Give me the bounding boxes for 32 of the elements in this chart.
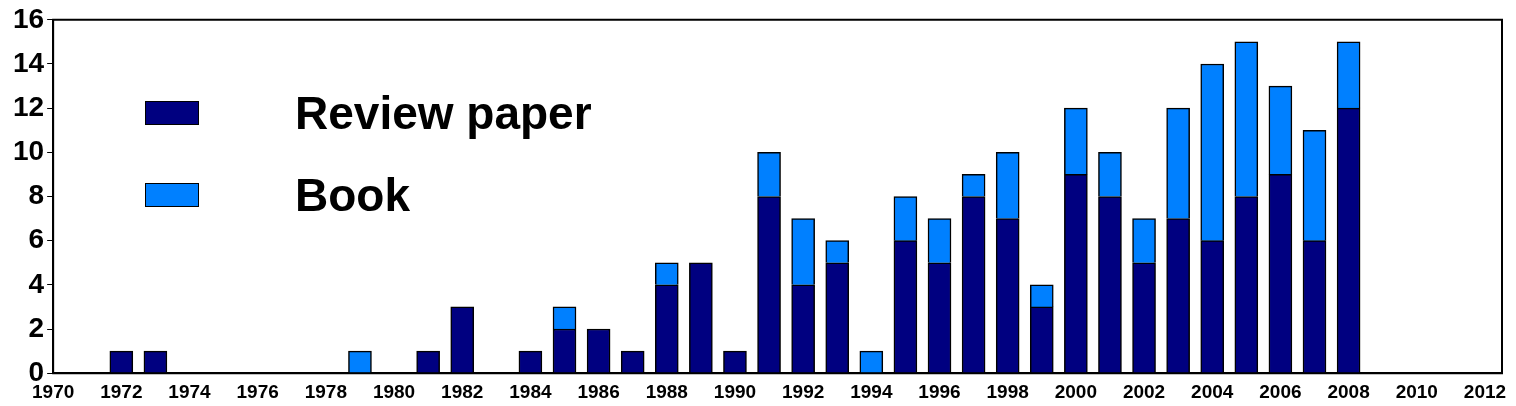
x-tick-label: 1984 (509, 380, 552, 402)
x-tick-label: 2002 (1122, 380, 1166, 402)
legend-label: Book (295, 168, 410, 222)
y-tick-label: 12 (12, 90, 45, 122)
x-tick-label: 2006 (1259, 380, 1302, 402)
x-tick-label: 2000 (1054, 380, 1098, 402)
x-tick-label: 1992 (782, 380, 825, 402)
x-tick-label: 2004 (1191, 380, 1234, 402)
x-tick-label: 1970 (32, 380, 75, 402)
y-tick-label: 8 (28, 179, 45, 211)
x-tick-label: 1994 (850, 380, 893, 402)
x-tick-label: 1988 (645, 380, 688, 402)
x-tick-label: 1996 (918, 380, 961, 402)
x-tick-label: 1974 (168, 380, 212, 402)
x-tick-label: 1978 (304, 380, 348, 402)
x-tick-label: 1982 (441, 380, 484, 402)
x-tick-label: 2008 (1327, 380, 1370, 402)
x-tick-label: 1976 (236, 380, 279, 402)
x-tick-label: 1990 (713, 380, 757, 402)
y-tick-label: 4 (28, 267, 45, 299)
y-tick-label: 10 (12, 135, 45, 167)
x-tick-label: 1980 (372, 380, 416, 402)
y-tick-label: 16 (12, 2, 45, 34)
x-tick-label: 1972 (100, 380, 143, 402)
y-tick-label: 2 (28, 311, 45, 343)
x-tick-label: 1986 (577, 380, 620, 402)
x-tick-label: 2010 (1395, 380, 1438, 402)
y-tick-label: 6 (28, 223, 45, 255)
x-tick-label: 2012 (1463, 380, 1507, 402)
legend-label: Review paper (295, 86, 592, 140)
x-tick-label: 1998 (986, 380, 1029, 402)
y-tick-label: 14 (12, 46, 45, 78)
